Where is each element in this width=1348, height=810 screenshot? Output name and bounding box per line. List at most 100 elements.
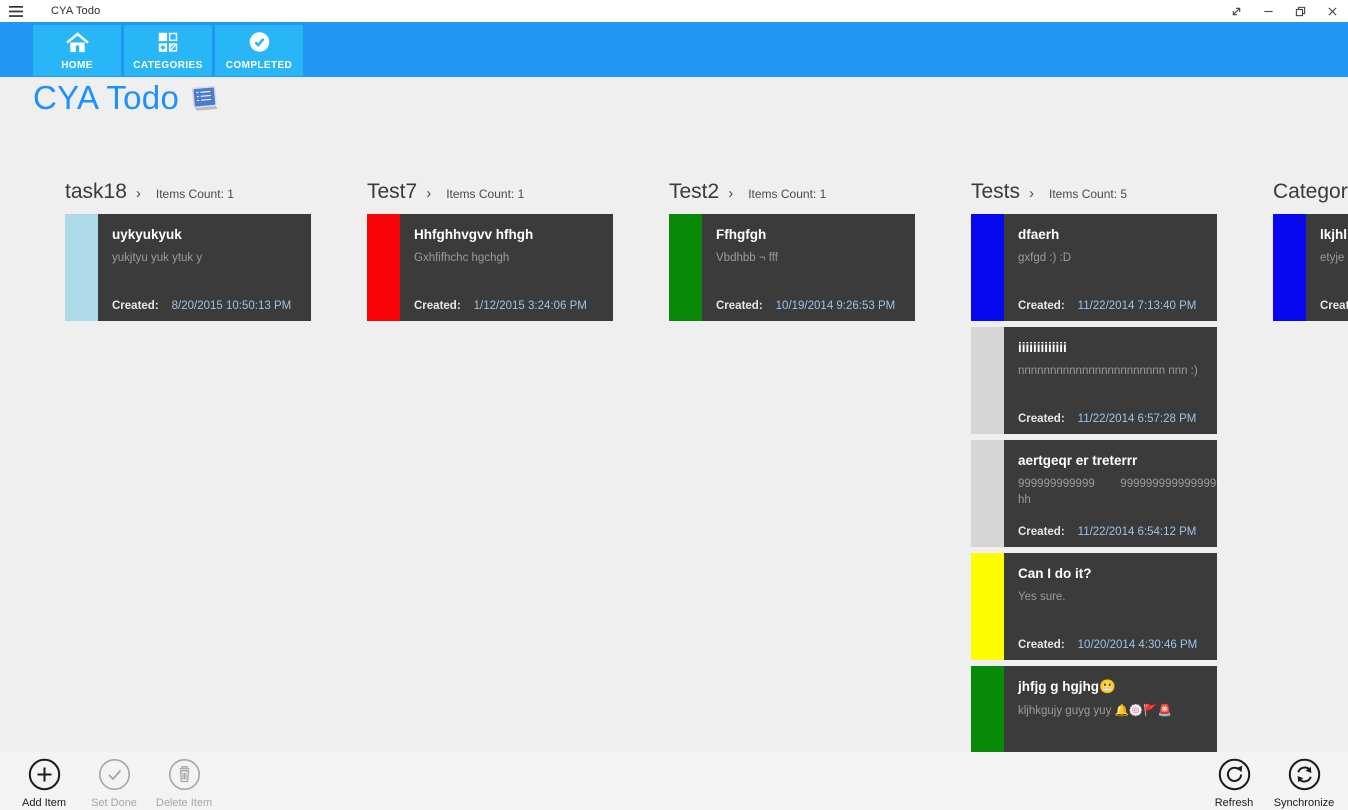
trash-icon <box>168 758 201 794</box>
page-title: CYA Todo <box>33 79 180 116</box>
category-column-category: Category lkjhl etyje Created: <box>1273 180 1348 321</box>
card-color-strip <box>669 214 702 321</box>
delete-item-label: Delete Item <box>155 796 213 809</box>
todo-card[interactable]: Hhfghhvgvv hfhgh Gxhfifhchc hgchgh Creat… <box>367 214 613 321</box>
card-subtitle: Vbdhbb ¬ fff <box>716 252 778 264</box>
card-created: Created: 10/19/2014 9:26:53 PM <box>716 300 896 312</box>
window-title: CYA Todo <box>51 5 101 17</box>
nav-categories-button[interactable]: CATEGORIES <box>124 25 212 76</box>
category-name: Test2 <box>669 180 720 203</box>
card-subtitle: etyje <box>1320 252 1345 264</box>
completed-icon <box>247 30 272 57</box>
fullscreen-icon[interactable] <box>1220 0 1252 22</box>
card-color-strip <box>367 214 400 321</box>
card-created: Created: 1/12/2015 3:24:06 PM <box>414 300 587 312</box>
nav-home-label: HOME <box>61 60 93 71</box>
todo-card[interactable]: lkjhl etyje Created: <box>1273 214 1348 321</box>
home-icon <box>64 30 91 57</box>
category-header-category[interactable]: Category <box>1273 180 1348 204</box>
hamburger-icon[interactable] <box>9 0 35 22</box>
todo-card[interactable]: Can I do it? Yes sure. Created: 10/20/201… <box>971 553 1217 660</box>
card-title: iiiiiiiiiiiii <box>1018 340 1067 355</box>
category-board: task18 › Items Count: 1 uykyukyuk yukjty… <box>65 180 1348 773</box>
add-item-label: Add Item <box>21 796 67 809</box>
chevron-right-icon: › <box>1029 185 1035 202</box>
category-column-test7: Test7 › Items Count: 1 Hhfghhvgvv hfhgh … <box>367 180 613 321</box>
heading-row: CYA Todo <box>33 78 1348 118</box>
appbar-left-group: Add Item Set Done <box>9 754 219 809</box>
items-count: Items Count: 1 <box>155 187 234 201</box>
refresh-label: Refresh <box>1214 796 1254 809</box>
nav-home-button[interactable]: HOME <box>33 25 121 76</box>
card-color-strip <box>65 214 98 321</box>
card-title: aertgeqr er treterrr <box>1018 453 1138 468</box>
synchronize-label: Synchronize <box>1273 796 1335 809</box>
titlebar: CYA Todo <box>0 0 1348 22</box>
card-created: Created: <box>1320 300 1348 312</box>
refresh-icon <box>1218 758 1251 794</box>
card-title: jhfjg g hgjhg😬 <box>1018 679 1116 694</box>
card-color-strip <box>971 327 1004 434</box>
add-item-button[interactable]: Add Item <box>9 754 79 809</box>
plus-icon <box>28 758 61 794</box>
items-count: Items Count: 5 <box>1049 187 1128 201</box>
card-subtitle: yukjtyu yuk ytuk y <box>112 252 203 264</box>
card-color-strip <box>971 553 1004 660</box>
app-bar: Add Item Set Done <box>0 752 1348 810</box>
card-color-strip <box>971 440 1004 547</box>
categories-icon <box>155 30 181 57</box>
card-subtitle: nnnnnnnnnnnnnnnnnnnnnnn nnn :) <box>1018 365 1198 377</box>
nav-categories-label: CATEGORIES <box>133 60 203 71</box>
card-title: Ffhgfgh <box>716 227 767 242</box>
set-done-button[interactable]: Set Done <box>79 754 149 809</box>
sync-icon <box>1288 758 1321 794</box>
refresh-button[interactable]: Refresh <box>1199 754 1269 809</box>
todo-card[interactable]: dfaerh gxfgd :) :D Created: 11/22/2014 7:… <box>971 214 1217 321</box>
card-color-strip <box>1273 214 1306 321</box>
card-created: Created: 11/22/2014 7:13:40 PM <box>1018 300 1197 312</box>
todo-card[interactable]: aertgeqr er treterrr 999999999999 999999… <box>971 440 1217 547</box>
card-color-strip <box>971 214 1004 321</box>
todo-card[interactable]: uykyukyuk yukjtyu yuk ytuk y Created: 8/2… <box>65 214 311 321</box>
category-name: task18 <box>65 180 127 203</box>
items-count: Items Count: 1 <box>446 187 525 201</box>
chevron-right-icon: › <box>728 185 734 202</box>
card-title: lkjhl <box>1320 227 1348 242</box>
delete-item-button[interactable]: Delete Item <box>149 754 219 809</box>
card-subtitle: Gxhfifhchc hgchgh <box>414 252 510 264</box>
items-count: Items Count: 1 <box>748 187 827 201</box>
card-title: Hhfghhvgvv hfhgh <box>414 227 534 242</box>
category-column-task18: task18 › Items Count: 1 uykyukyuk yukjty… <box>65 180 311 321</box>
category-column-tests: Tests › Items Count: 5 dfaerh gxfgd :) :… <box>971 180 1217 773</box>
card-title: uykyukyuk <box>112 227 182 242</box>
card-created: Created: 8/20/2015 10:50:13 PM <box>112 300 292 312</box>
category-header-test7[interactable]: Test7 › Items Count: 1 <box>367 180 613 204</box>
todo-device-emoji <box>188 85 220 118</box>
synchronize-button[interactable]: Synchronize <box>1269 754 1339 809</box>
card-subtitle: gxfgd :) :D <box>1018 252 1072 264</box>
nav-completed-button[interactable]: COMPLETED <box>215 25 303 76</box>
category-header-task18[interactable]: task18 › Items Count: 1 <box>65 180 311 204</box>
todo-card[interactable]: Ffhgfgh Vbdhbb ¬ fff Created: 10/19/2014 … <box>669 214 915 321</box>
chevron-right-icon: › <box>426 185 432 202</box>
card-title: Can I do it? <box>1018 566 1092 581</box>
card-title: dfaerh <box>1018 227 1060 242</box>
todo-card[interactable]: iiiiiiiiiiiii nnnnnnnnnnnnnnnnnnnnnnn nn… <box>971 327 1217 434</box>
category-column-test2: Test2 › Items Count: 1 Ffhgfgh Vbdhbb ¬ … <box>669 180 915 321</box>
chevron-right-icon: › <box>135 185 141 202</box>
card-subtitle: kljhkgujy guyg yuy 🔔🍥🚩🚨 <box>1018 705 1172 717</box>
set-done-label: Set Done <box>91 796 137 809</box>
check-icon <box>98 758 131 794</box>
category-header-tests[interactable]: Tests › Items Count: 5 <box>971 180 1217 204</box>
card-created: Created: 10/20/2014 4:30:46 PM <box>1018 639 1198 651</box>
close-icon[interactable] <box>1316 0 1348 22</box>
appbar-right-group: Refresh Synchronize <box>1199 754 1339 809</box>
category-name: Category <box>1273 180 1348 203</box>
restore-icon[interactable] <box>1284 0 1316 22</box>
category-header-test2[interactable]: Test2 › Items Count: 1 <box>669 180 915 204</box>
card-subtitle: Yes sure. <box>1018 591 1066 603</box>
minimize-icon[interactable] <box>1252 0 1284 22</box>
category-name: Test7 <box>367 180 418 203</box>
nav-bar: HOME CATEGORIES COMPLETED <box>0 22 1348 77</box>
